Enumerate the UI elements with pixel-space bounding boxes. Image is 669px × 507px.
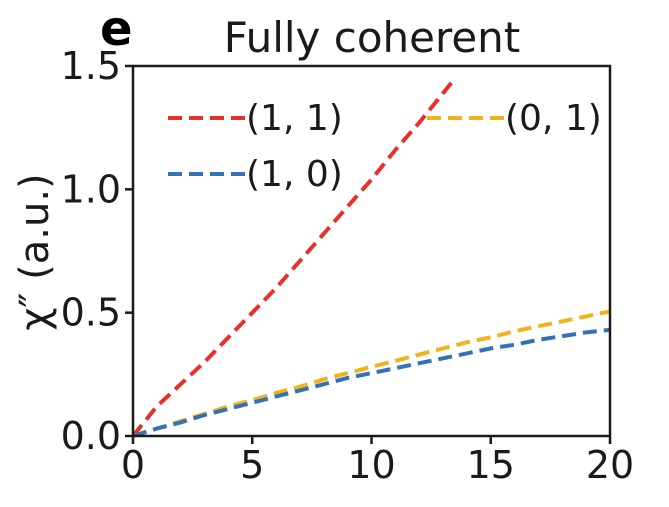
- legend: (1, 1) (0, 1) (1, 0): [168, 98, 602, 195]
- y-tick-label: 0.0: [61, 414, 121, 458]
- plot-frame: [131, 64, 612, 438]
- series-lines: [131, 77, 611, 438]
- chart-title: Fully coherent: [224, 13, 521, 62]
- y-tick-label: 1.5: [61, 44, 121, 88]
- legend-label: (1, 0): [246, 154, 343, 195]
- y-tick-label: 0.5: [61, 291, 121, 335]
- series-line-2: [132, 327, 611, 438]
- x-tick-label: 5: [240, 443, 264, 487]
- series-line-1: [132, 309, 611, 438]
- axis-ticks: 0 5 10 15 20 0.0 0.5 1.0 1.5: [61, 44, 635, 487]
- x-tick-label: 20: [586, 443, 634, 487]
- panel-letter: e: [100, 1, 133, 57]
- series-line-0: [131, 77, 457, 438]
- legend-label: (1, 1): [246, 98, 343, 139]
- x-tick-label: 15: [467, 443, 515, 487]
- x-tick-label: 0: [121, 443, 145, 487]
- x-tick-label: 10: [347, 443, 395, 487]
- y-axis-label: χ″ (a.u.): [12, 173, 58, 330]
- legend-label: (0, 1): [505, 98, 602, 139]
- y-tick-label: 1.0: [61, 167, 121, 211]
